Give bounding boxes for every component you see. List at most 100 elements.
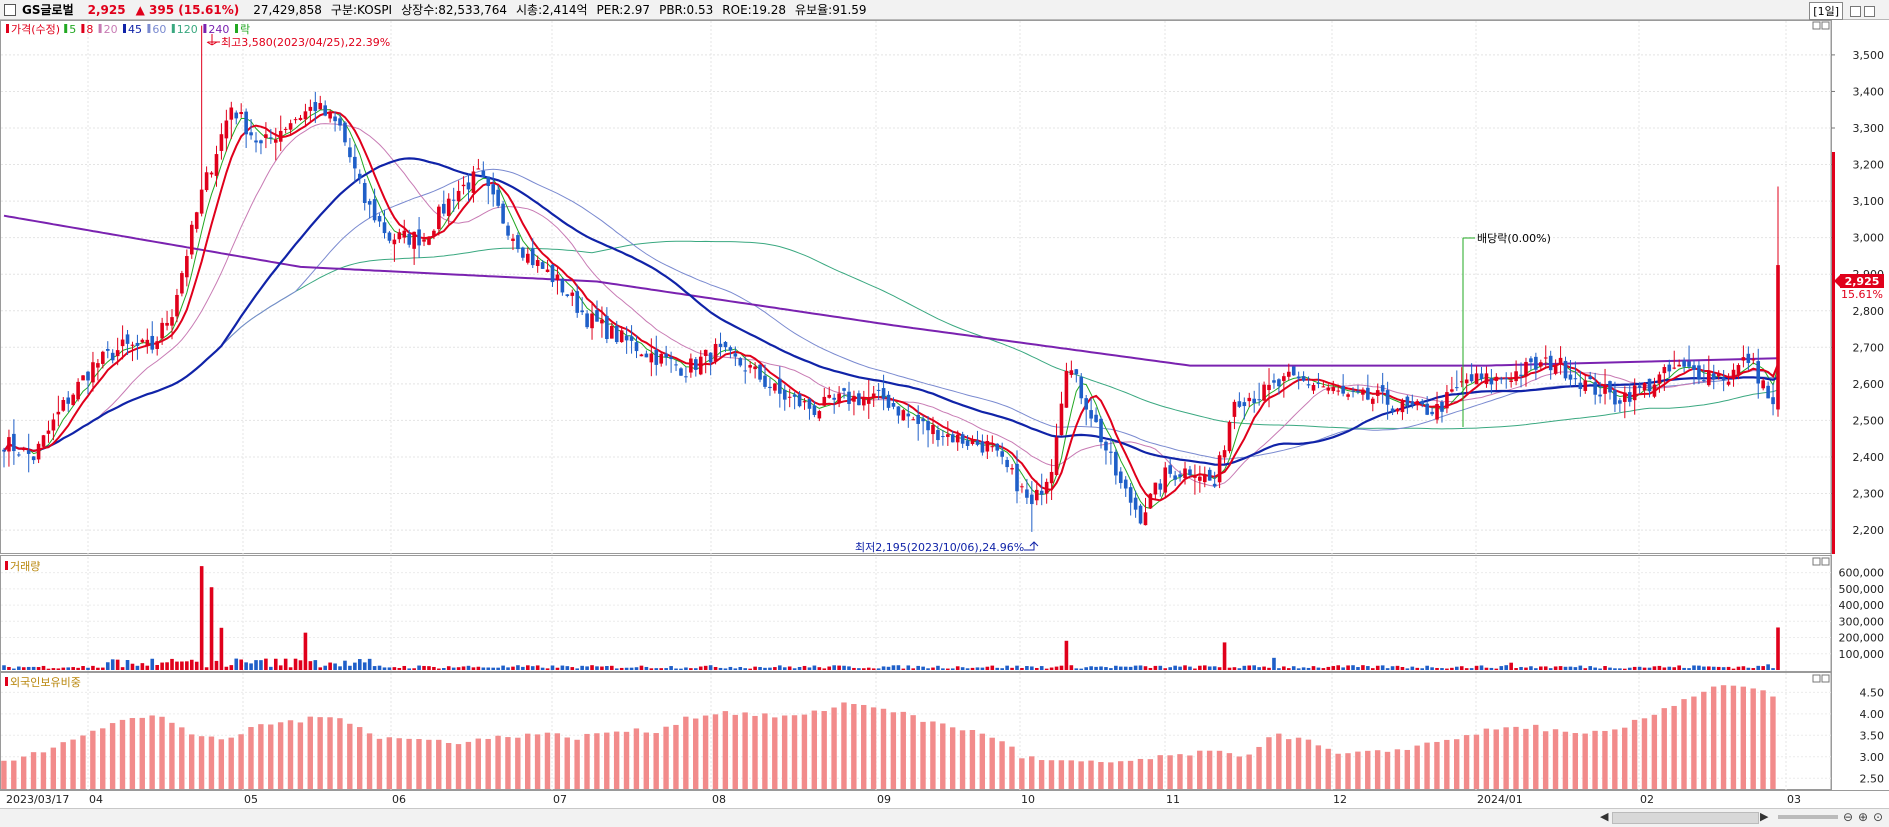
panel-menu-icon[interactable] xyxy=(4,3,16,16)
volume-bar xyxy=(283,658,288,670)
volume-bar xyxy=(1707,666,1711,670)
volume-bar xyxy=(249,663,253,670)
volume-bar xyxy=(1193,668,1197,670)
candle-body xyxy=(367,201,372,205)
time-axis-label: 12 xyxy=(1333,793,1347,806)
volume-bar xyxy=(1272,657,1276,670)
volume-bar xyxy=(1514,668,1518,670)
dividend-annotation: 배당락(0.00%) xyxy=(1462,232,1551,427)
foreign-bar xyxy=(1305,739,1312,789)
foreign-bar xyxy=(801,714,808,789)
foreign-bar xyxy=(574,739,580,789)
volume-bar xyxy=(827,666,832,670)
candle-body xyxy=(1726,381,1731,385)
candle-body xyxy=(496,189,500,206)
candle-body xyxy=(1692,365,1696,370)
price-panel-controls[interactable] xyxy=(1812,21,1830,30)
volume-bar xyxy=(1568,666,1573,670)
volume-bar xyxy=(1435,667,1439,670)
foreign-bar xyxy=(386,737,393,789)
foreign-panel-controls[interactable] xyxy=(1812,674,1830,683)
candle-body xyxy=(1524,361,1528,376)
candle-body xyxy=(105,348,110,351)
candle-body xyxy=(1257,399,1261,401)
candle-body xyxy=(1311,384,1316,391)
candle-body xyxy=(565,294,570,297)
zoom-reset-icon[interactable]: ⊙ xyxy=(1873,810,1884,824)
chart-scrollbar[interactable] xyxy=(1612,812,1759,824)
foreign-bar xyxy=(1760,690,1766,789)
foreign-bar xyxy=(930,721,936,789)
volume-bar xyxy=(1390,666,1395,670)
stock-name[interactable]: GS글로벌 xyxy=(22,3,74,17)
volume-bar xyxy=(1099,666,1103,670)
foreign-bar xyxy=(1335,753,1341,789)
price-tick-label: 2,500 xyxy=(1853,414,1885,427)
volume-bar xyxy=(753,666,757,670)
volume-bar xyxy=(733,668,738,670)
volume-bar xyxy=(115,659,120,670)
candle-body xyxy=(31,456,36,461)
foreign-bar xyxy=(683,716,689,789)
period-selector[interactable]: [1일] xyxy=(1809,2,1843,20)
foreign-bar xyxy=(179,727,185,789)
foreign-bar xyxy=(1187,755,1193,789)
candle-body xyxy=(1222,450,1227,458)
candle-body xyxy=(837,393,841,404)
foreign-bar xyxy=(347,723,353,789)
foreign-bar xyxy=(11,760,17,789)
volume-bar xyxy=(110,659,115,670)
candle-body xyxy=(249,132,253,136)
candle-body xyxy=(817,411,822,419)
volume-bar xyxy=(1311,666,1316,670)
volume-bar xyxy=(209,587,214,670)
scroll-left-icon[interactable]: ◀ xyxy=(1600,810,1609,823)
candle-body xyxy=(1074,369,1079,375)
candle-body xyxy=(1697,365,1701,380)
zoom-slider[interactable] xyxy=(1778,815,1838,819)
foreign-bar xyxy=(1355,751,1361,789)
volume-bar xyxy=(1163,668,1168,670)
indicator-legend[interactable]: 가격(수정) 5 8 20 45 60 120 240 락 xyxy=(6,23,250,36)
legend-swatch xyxy=(123,24,126,33)
candle-body xyxy=(382,222,387,234)
candle-body xyxy=(1746,353,1751,364)
volume-panel-controls[interactable] xyxy=(1812,557,1830,566)
scroll-right-icon[interactable]: ▶ xyxy=(1760,810,1769,823)
volume-bar xyxy=(407,668,412,670)
volume-bar xyxy=(323,665,327,670)
volume-bar xyxy=(293,658,298,670)
candle-body xyxy=(1272,380,1276,383)
minimize-icon[interactable] xyxy=(1850,5,1861,17)
candle-body xyxy=(21,447,26,451)
volume-bar xyxy=(610,665,614,670)
candle-body xyxy=(125,334,130,344)
stock-chart[interactable]: 2,2002,3002,4002,5002,6002,7002,8002,900… xyxy=(0,0,1889,808)
candle-body xyxy=(1351,390,1355,392)
volume-bar xyxy=(802,665,807,670)
volume-bar xyxy=(708,665,713,670)
volume-bar xyxy=(901,668,906,670)
volume-bar xyxy=(239,659,243,670)
candle-body xyxy=(471,171,476,193)
candle-body xyxy=(1420,401,1425,405)
candle-body xyxy=(748,365,752,368)
volume-bar xyxy=(1128,666,1133,670)
volume-bar xyxy=(338,666,342,670)
ma8-line xyxy=(3,111,1779,502)
volume-bar xyxy=(1138,665,1143,670)
maximize-icon[interactable] xyxy=(1864,5,1875,17)
volume-bar xyxy=(891,665,896,670)
candle-body xyxy=(926,421,930,431)
foreign-bar xyxy=(1206,750,1213,789)
foreign-bar xyxy=(1542,731,1549,789)
volume-bar xyxy=(1252,665,1257,670)
price-tick-label: 2,800 xyxy=(1853,305,1885,318)
foreign-bar xyxy=(1098,762,1104,789)
candle-body xyxy=(1114,451,1118,476)
candle-body xyxy=(1000,451,1004,457)
zoom-out-icon[interactable]: ⊖ xyxy=(1843,810,1854,824)
ma240-line xyxy=(3,214,1779,367)
volume-bar xyxy=(1380,665,1385,670)
zoom-in-icon[interactable]: ⊕ xyxy=(1858,810,1869,824)
